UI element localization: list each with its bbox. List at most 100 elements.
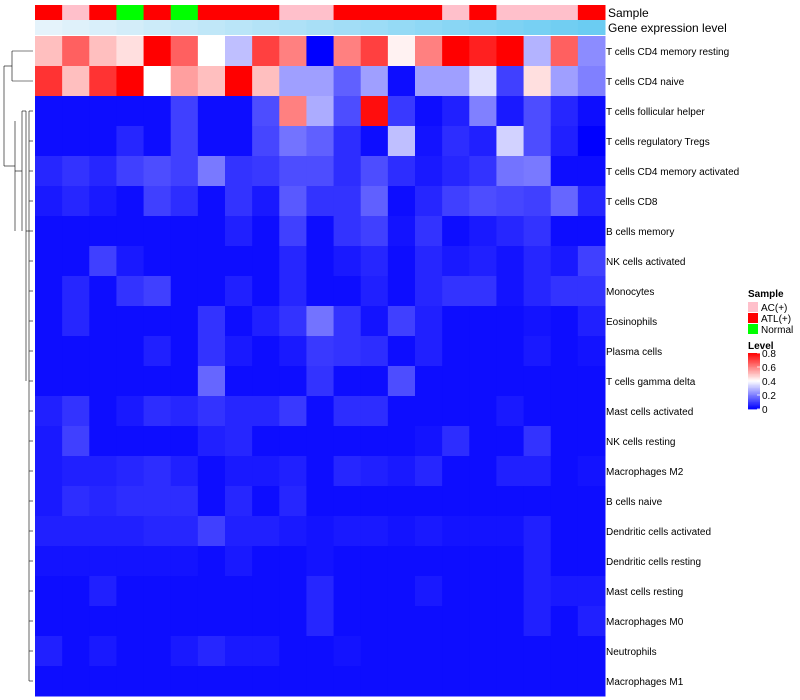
heatmap-cell bbox=[62, 96, 90, 127]
heatmap-cell bbox=[550, 276, 579, 307]
heatmap-cell bbox=[197, 456, 226, 487]
heatmap-cell bbox=[306, 306, 335, 337]
heatmap-cell bbox=[35, 276, 63, 307]
heatmap-cell bbox=[116, 306, 145, 337]
heatmap-cell bbox=[387, 156, 416, 187]
heatmap-cell bbox=[279, 336, 307, 367]
heatmap-cell bbox=[252, 276, 280, 307]
heatmap-cell bbox=[496, 66, 525, 97]
heatmap-cell bbox=[306, 606, 335, 637]
heatmap-cell bbox=[577, 246, 606, 277]
gene-expression-annotation-cell bbox=[523, 20, 552, 35]
heatmap-cell bbox=[143, 546, 172, 577]
heatmap-cell bbox=[62, 546, 90, 577]
heatmap-cell bbox=[387, 96, 416, 127]
heatmap-cell bbox=[170, 366, 199, 397]
heatmap-cell bbox=[577, 186, 606, 217]
heatmap-cell bbox=[442, 636, 470, 667]
heatmap-cell bbox=[333, 546, 362, 577]
heatmap-cell bbox=[550, 576, 579, 607]
heatmap-cell bbox=[306, 96, 335, 127]
heatmap-cell bbox=[252, 426, 280, 457]
row-label: Macrophages M2 bbox=[606, 467, 684, 478]
heatmap-cell bbox=[116, 486, 145, 517]
heatmap-cell bbox=[35, 306, 63, 337]
heatmap-cell bbox=[116, 66, 145, 97]
heatmap-cell bbox=[35, 546, 63, 577]
heatmap-cell bbox=[225, 516, 253, 547]
heatmap-cell bbox=[306, 456, 335, 487]
legend-level-gradient-step bbox=[748, 404, 760, 407]
heatmap-cell bbox=[550, 486, 579, 517]
heatmap-cell bbox=[225, 66, 253, 97]
heatmap-cell bbox=[35, 216, 63, 247]
legend-level-gradient-step bbox=[748, 357, 760, 359]
sample-annotation-cell bbox=[496, 5, 525, 20]
heatmap-cell bbox=[469, 36, 497, 67]
heatmap-cell bbox=[415, 186, 443, 217]
heatmap-cell bbox=[62, 666, 90, 697]
heatmap-cell bbox=[306, 246, 335, 277]
heatmap-cell bbox=[252, 486, 280, 517]
heatmap-cell bbox=[523, 576, 552, 607]
heatmap-cell bbox=[116, 96, 145, 127]
heatmap-cell bbox=[360, 246, 389, 277]
heatmap-cell bbox=[89, 396, 117, 427]
heatmap-cell bbox=[442, 126, 470, 157]
heatmap-cell bbox=[116, 636, 145, 667]
heatmap-cell bbox=[252, 606, 280, 637]
heatmap-cell bbox=[116, 186, 145, 217]
heatmap-cell bbox=[442, 366, 470, 397]
heatmap-cell bbox=[496, 96, 525, 127]
heatmap-cell bbox=[306, 516, 335, 547]
heatmap-cell bbox=[387, 606, 416, 637]
heatmap-cell bbox=[170, 666, 199, 697]
row-label: B cells memory bbox=[606, 227, 674, 238]
row-label: Plasma cells bbox=[606, 347, 662, 358]
heatmap-cell bbox=[116, 36, 145, 67]
gene-expression-annotation-cell bbox=[35, 20, 63, 35]
heatmap-cell bbox=[89, 336, 117, 367]
legend-level-gradient-step bbox=[748, 364, 760, 366]
heatmap-cell bbox=[62, 486, 90, 517]
sample-annotation-cell bbox=[35, 5, 63, 20]
heatmap-cell bbox=[442, 606, 470, 637]
heatmap-cell bbox=[387, 636, 416, 667]
heatmap-cell bbox=[577, 276, 606, 307]
gene-expression-annotation-cell bbox=[225, 20, 253, 35]
heatmap-cell bbox=[89, 216, 117, 247]
heatmap-cell bbox=[279, 246, 307, 277]
heatmap-cell bbox=[387, 486, 416, 517]
heatmap-cell bbox=[252, 576, 280, 607]
heatmap-cell bbox=[197, 636, 226, 667]
sample-annotation-cell bbox=[387, 5, 416, 20]
heatmap-cell bbox=[35, 456, 63, 487]
heatmap-cell bbox=[415, 36, 443, 67]
legend-sample-title: Sample bbox=[748, 289, 784, 300]
heatmap-cell bbox=[577, 606, 606, 637]
heatmap-cell bbox=[442, 96, 470, 127]
heatmap-cell bbox=[415, 366, 443, 397]
legend-level-gradient-step bbox=[748, 365, 760, 368]
heatmap-cell bbox=[469, 486, 497, 517]
heatmap-cell bbox=[523, 246, 552, 277]
heatmap-cell bbox=[62, 156, 90, 187]
heatmap-cell bbox=[550, 66, 579, 97]
heatmap-cell bbox=[442, 666, 470, 697]
heatmap-cell bbox=[333, 636, 362, 667]
gene-expression-annotation-cell bbox=[89, 20, 117, 35]
heatmap-cell bbox=[550, 606, 579, 637]
heatmap-cell bbox=[333, 666, 362, 697]
heatmap-cell bbox=[143, 66, 172, 97]
heatmap-cell bbox=[387, 516, 416, 547]
legend-level-gradient-step bbox=[748, 381, 760, 383]
row-label: Macrophages M1 bbox=[606, 677, 684, 688]
heatmap-cell bbox=[577, 666, 606, 697]
legend-level-gradient-step bbox=[748, 368, 760, 371]
heatmap-cell bbox=[442, 186, 470, 217]
heatmap-cell bbox=[306, 36, 335, 67]
heatmap-cell bbox=[116, 396, 145, 427]
heatmap-cell bbox=[225, 36, 253, 67]
heatmap-cell bbox=[197, 546, 226, 577]
heatmap-cell bbox=[469, 126, 497, 157]
